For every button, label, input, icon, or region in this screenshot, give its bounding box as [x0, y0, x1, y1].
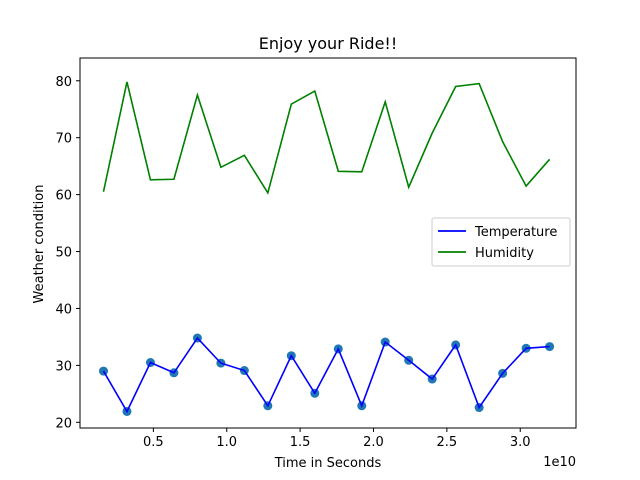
x-axis-label: Time in Seconds: [274, 456, 382, 471]
x-tick-label: 3.0: [510, 435, 531, 450]
humidity-legend-label: Humidity: [475, 246, 534, 261]
y-axis-label: Weather condition: [32, 185, 47, 304]
humidity-line: [102, 81, 551, 195]
y-tick-label: 20: [55, 416, 72, 431]
x-axis-offset-label: 1e10: [543, 455, 576, 470]
y-tick-label: 30: [55, 359, 72, 374]
x-tick-label: 1.5: [290, 435, 311, 450]
y-tick-label: 60: [55, 189, 72, 204]
plot-area: 0.5 1.0 1.5 2.0 2.5 3.0 20 30 40 50 60 70 80: [55, 57, 577, 450]
y-tick-label: 70: [55, 132, 72, 147]
temperature-line: [102, 336, 550, 414]
temperature-legend-label: Temperature: [474, 225, 557, 240]
x-tick-label: 1.0: [216, 435, 237, 450]
x-tick-label: 2.5: [437, 435, 458, 450]
y-tick-label: 50: [55, 246, 72, 261]
x-tick-label: 2.0: [363, 435, 384, 450]
x-tick-label: 0.5: [143, 435, 164, 450]
legend: Temperature Humidity: [431, 217, 571, 267]
chart-title: Enjoy your Ride!!: [259, 34, 398, 53]
y-tick-label: 40: [55, 302, 72, 317]
y-tick-label: 80: [55, 75, 72, 90]
axes-frame: [79, 57, 577, 429]
legend-box: [431, 217, 571, 267]
